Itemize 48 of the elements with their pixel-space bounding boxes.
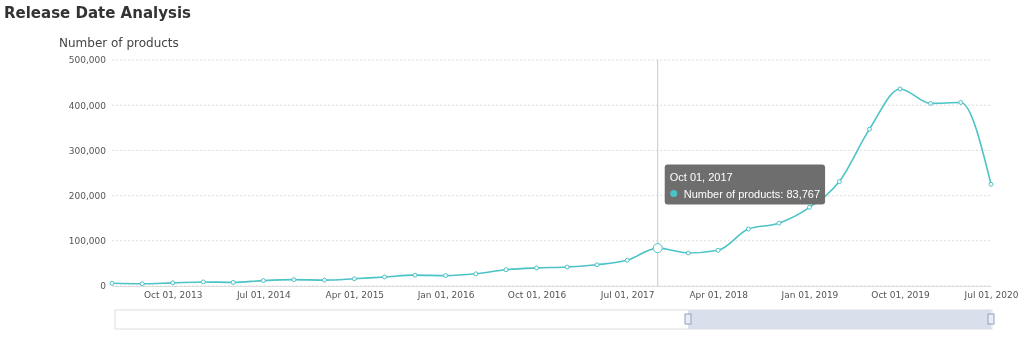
point [685,250,691,256]
point [624,257,630,263]
point [897,86,903,92]
point [260,278,266,284]
x-tick-label: Oct 01, 2013 [144,290,203,301]
y-axis-title: Number of products [59,36,179,50]
x-tick-label: Jul 01, 2020 [963,290,1019,301]
y-tick-label: 0 [100,281,107,292]
point [745,226,751,232]
point [503,267,509,273]
point [867,126,872,132]
point [443,273,449,279]
point [412,272,418,278]
y-tick-label: 200,000 [68,190,107,201]
point [170,280,176,286]
y-tick-label: 100,000 [68,236,107,247]
y-tick-label: 400,000 [68,100,107,111]
point [988,181,994,187]
point [806,204,812,210]
point [382,274,387,280]
point [594,262,600,268]
point [836,179,842,185]
x-tick-label: Jul 01, 2014 [235,290,292,301]
x-tick-label: Jan 01, 2016 [416,290,475,301]
point [321,277,327,283]
point [958,100,964,105]
y-tick-label: 500,000 [68,55,107,66]
x-tick-label: Apr 01, 2018 [689,290,749,301]
annotation: Oct 01, 2017 Number of products: 83,767 [669,170,821,200]
y-tick-label: 300,000 [68,145,107,156]
point [534,265,540,271]
point [473,271,479,277]
point [564,264,570,270]
x-tick-label: Oct 01, 2019 [871,290,931,301]
x-tick-label: Oct 01, 2016 [507,290,567,301]
point [351,276,357,282]
point [928,100,934,106]
point [200,279,206,285]
x-tick-label: Jul 01, 2017 [599,290,655,301]
point [715,247,721,253]
point [230,279,236,285]
chart-title: Release Date Analysis [4,4,192,22]
point [291,277,297,283]
point [776,220,782,226]
x-tick-label: Apr 01, 2015 [325,290,385,301]
point [139,281,145,287]
x-tick-label: Jan 01, 2019 [780,290,839,301]
point [109,280,115,286]
